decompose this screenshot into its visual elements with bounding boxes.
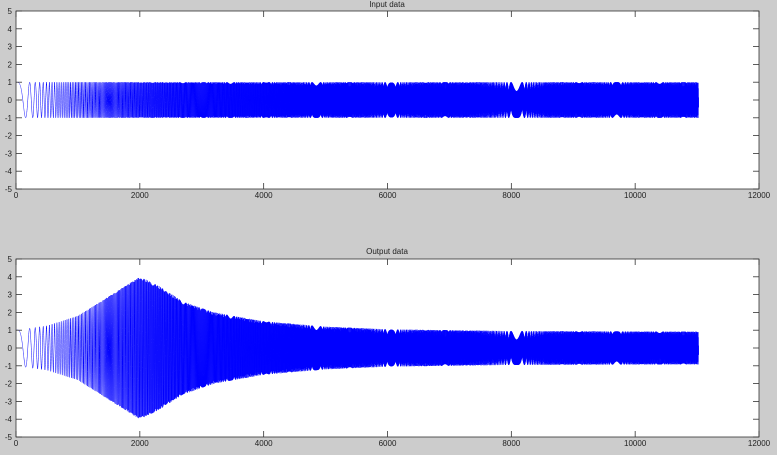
y-tick-label: 3 — [8, 291, 13, 300]
y-tick-label: -5 — [5, 433, 13, 442]
y-tick-label: 5 — [8, 255, 13, 264]
x-tick-label: 12000 — [748, 439, 771, 448]
x-tick-label: 10000 — [624, 191, 647, 200]
y-tick-label: -3 — [5, 397, 13, 406]
y-tick-label: -3 — [5, 149, 13, 158]
output-data-axes: Output data 0 2000 4000 6000 8000 10000 12000 5… — [5, 247, 771, 448]
x-tick-label: 12000 — [748, 191, 771, 200]
y-tick-label: 1 — [8, 326, 13, 335]
y-tick-label: 1 — [8, 78, 13, 87]
x-tick-label: 8000 — [502, 439, 520, 448]
x-tick-label: 0 — [14, 439, 19, 448]
y-tick-label: -1 — [5, 362, 13, 371]
chart-title: Input data — [369, 0, 405, 9]
y-tick-label: 2 — [8, 308, 13, 317]
y-tick-label: -5 — [5, 185, 13, 194]
x-tick-label: 2000 — [131, 191, 149, 200]
x-tick-label: 4000 — [255, 191, 273, 200]
chart-title: Output data — [366, 247, 408, 256]
y-tick-label: -2 — [5, 380, 13, 389]
series-line-0 — [16, 81, 699, 119]
input-data-axes: Input data 0 2000 4000 6000 8000 10000 12000 5 4… — [5, 0, 771, 200]
x-tick-label: 6000 — [379, 191, 397, 200]
x-tick-label: 4000 — [255, 439, 273, 448]
series-line-0 — [15, 277, 699, 419]
y-tick-label: -4 — [5, 167, 13, 176]
y-tick-label: 0 — [8, 96, 13, 105]
x-tick-label: 6000 — [379, 439, 397, 448]
x-tick-label: 0 — [14, 191, 19, 200]
x-tick-label: 8000 — [502, 191, 520, 200]
y-tick-label: -1 — [5, 114, 13, 123]
y-tick-label: 2 — [8, 60, 13, 69]
y-tick-label: -2 — [5, 132, 13, 141]
x-tick-label: 10000 — [624, 439, 647, 448]
y-tick-label: -4 — [5, 415, 13, 424]
x-tick-label: 2000 — [131, 439, 149, 448]
y-tick-label: 4 — [8, 25, 13, 34]
y-tick-label: 3 — [8, 43, 13, 52]
y-tick-label: 0 — [8, 344, 13, 353]
y-tick-label: 4 — [8, 273, 13, 282]
y-tick-label: 5 — [8, 7, 13, 16]
